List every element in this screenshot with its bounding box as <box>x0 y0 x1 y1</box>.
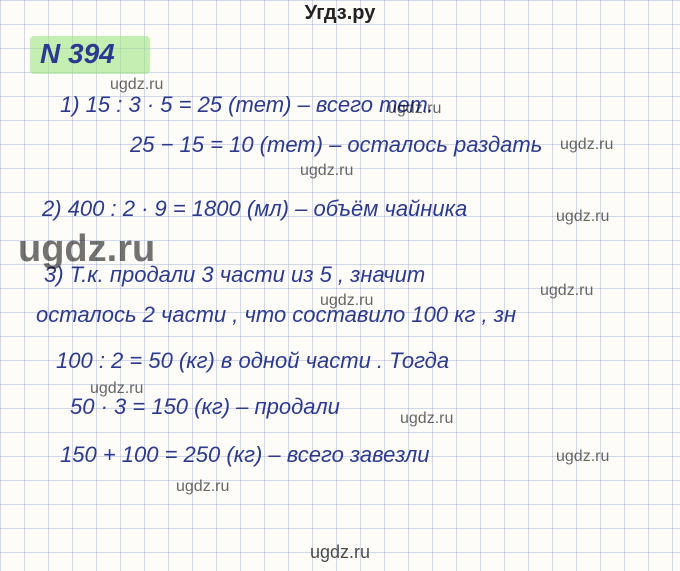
page-header: Угдз.ру <box>0 2 680 25</box>
watermark: ugdz.ru <box>556 208 609 226</box>
watermark-large: ugdz.ru <box>18 228 155 271</box>
solution-line-1a: 1) 15 : 3 · 5 = 25 (тет) – всего тет. <box>60 92 434 118</box>
watermark: ugdz.ru <box>400 410 453 428</box>
page-footer: ugdz.ru <box>0 542 680 563</box>
solution-line-2: 2) 400 : 2 · 9 = 1800 (мл) – объём чайни… <box>42 196 467 222</box>
watermark: ugdz.ru <box>90 380 143 398</box>
watermark: ugdz.ru <box>560 136 613 154</box>
solution-line-3b: осталось 2 части , что составило 100 кг … <box>36 302 516 328</box>
watermark: ugdz.ru <box>176 478 229 496</box>
watermark: ugdz.ru <box>540 282 593 300</box>
solution-line-1b: 25 − 15 = 10 (тет) – осталось раздать <box>130 132 542 158</box>
solution-line-3c: 100 : 2 = 50 (кг) в одной части . Тогда <box>56 348 449 374</box>
problem-number: N 394 <box>40 38 115 70</box>
solution-line-3e: 150 + 100 = 250 (кг) – всего завезли <box>60 442 430 468</box>
watermark: ugdz.ru <box>300 162 353 180</box>
watermark: ugdz.ru <box>556 448 609 466</box>
watermark: ugdz.ru <box>110 76 163 94</box>
watermark: ugdz.ru <box>388 100 441 118</box>
watermark: ugdz.ru <box>320 292 373 310</box>
